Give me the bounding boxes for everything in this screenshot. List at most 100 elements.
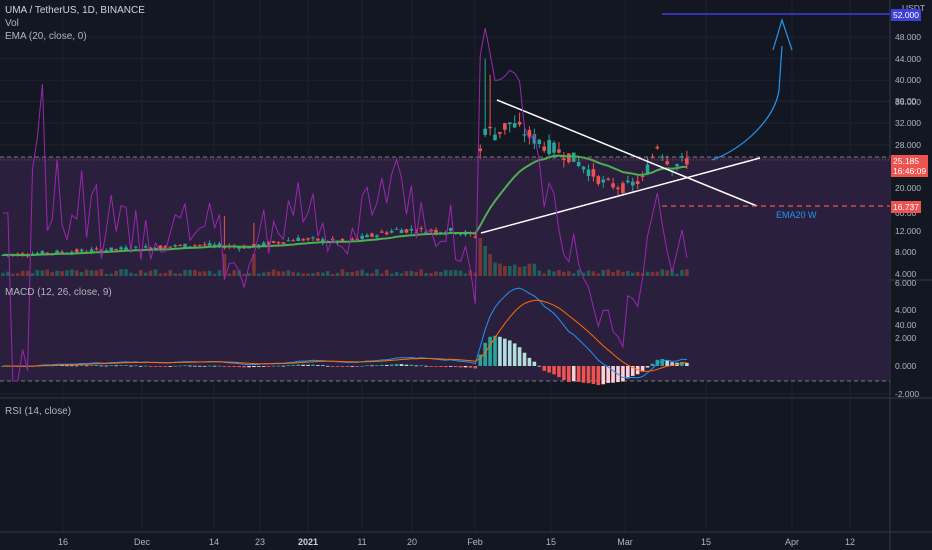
macd-histogram-bar (198, 365, 202, 367)
macd-histogram-bar (453, 366, 458, 368)
candle-body (104, 250, 109, 252)
macd-histogram-bar (621, 366, 625, 382)
macd-histogram-bar (601, 366, 606, 385)
rsi-tick-label: 40.00 (895, 320, 917, 330)
macd-histogram-bar (483, 342, 487, 366)
volume-bar (365, 272, 369, 276)
volume-bar (621, 271, 625, 276)
macd-line (3, 287, 687, 379)
volume-bar (350, 271, 355, 276)
ema20-weekly-note[interactable]: EMA20 W (776, 210, 817, 220)
candle-body (503, 123, 507, 130)
candle-body (350, 238, 355, 240)
candle-body (321, 239, 325, 243)
macd-histogram-bar (178, 365, 182, 367)
macd-label[interactable]: MACD (12, 26, close, 9) (5, 287, 112, 298)
macd-histogram-bar (419, 365, 423, 367)
candle-body (532, 134, 537, 144)
macd-histogram-bar (670, 362, 674, 366)
macd-histogram-bar (384, 364, 389, 366)
candle-body (202, 244, 207, 246)
macd-histogram-bar (488, 336, 492, 366)
volume-bar (606, 269, 610, 276)
volume-bar (419, 269, 423, 276)
volume-bar (655, 271, 660, 276)
volume-bar (227, 273, 232, 276)
macd-histogram-bar (70, 365, 74, 367)
volume-bar (345, 272, 350, 276)
volume-bar (30, 273, 35, 276)
volume-bar (355, 270, 360, 276)
macd-histogram-bar (84, 365, 89, 367)
macd-histogram-bar (124, 365, 128, 366)
macd-histogram-bar (168, 366, 173, 367)
volume-bar (562, 271, 566, 276)
macd-histogram-bar (444, 366, 448, 368)
macd-histogram-bar (114, 365, 118, 367)
rsi-pane (3, 28, 688, 382)
macd-histogram-bar (404, 364, 409, 366)
volume-bar (178, 273, 182, 276)
candle-body (537, 139, 542, 144)
currency-label: USDT (902, 3, 926, 13)
projection-arrowhead (772, 18, 793, 51)
volume-bar (45, 269, 50, 276)
volume-bar (316, 272, 320, 276)
ema-label[interactable]: EMA (20, close, 0) (5, 31, 87, 42)
candle-body (311, 237, 315, 239)
macd-histogram-bar (311, 364, 315, 366)
volume-bar (498, 263, 502, 276)
candle-body (507, 122, 512, 125)
volume-bar (6, 271, 10, 276)
macd-histogram-bar (94, 364, 99, 366)
drawings[interactable] (0, 13, 890, 234)
volume-bar (60, 271, 64, 276)
volume-bar (650, 271, 655, 276)
macd-histogram-bar (232, 366, 237, 367)
macd-histogram-bar (429, 366, 433, 367)
volume-bar (532, 263, 537, 276)
volume-bar (1, 272, 5, 276)
candle-body (340, 239, 345, 241)
candle-body (99, 249, 104, 253)
volume-bar (537, 270, 542, 276)
candle-body (478, 148, 483, 152)
volume-bar (183, 269, 187, 276)
volume-bar (281, 271, 286, 276)
macd-histogram-bar (321, 365, 325, 367)
volume-bar (626, 270, 630, 276)
macd-histogram-bar (325, 365, 330, 367)
candle-body (143, 246, 148, 248)
projection-path (711, 45, 783, 161)
rsi-label[interactable]: RSI (14, close) (5, 406, 72, 417)
macd-histogram-bar (281, 365, 286, 367)
time-tick-label: 12 (844, 537, 856, 547)
volume-bar (380, 273, 384, 276)
volume-bar (542, 273, 546, 276)
candle-body (153, 247, 158, 250)
macd-histogram-bar (532, 361, 537, 366)
candle-body (94, 248, 99, 250)
macd-histogram-bar (261, 366, 266, 367)
macd-histogram-bar (276, 365, 281, 367)
macd-legend[interactable]: MACD (12, 26, close, 9) (5, 286, 112, 299)
macd-histogram-bar (271, 365, 276, 367)
symbol-title[interactable]: UMA / TetherUS, 1D, BINANCE (5, 5, 145, 16)
rsi-legend[interactable]: RSI (14, close) (5, 405, 71, 418)
volume-bar (571, 273, 576, 276)
price-tick-label: 36.000 (895, 96, 921, 107)
volume-bar (266, 271, 271, 276)
price-tick-label: 44.000 (895, 53, 921, 64)
macd-histogram-bar (630, 366, 635, 376)
level-price-badge: 16.737 (891, 201, 921, 213)
price-tick-label: 48.000 (895, 32, 921, 43)
volume-bar (439, 271, 443, 276)
price-tick-label: 40.000 (895, 75, 921, 86)
vol-label[interactable]: Vol (5, 18, 19, 29)
macd-histogram-bar (507, 340, 512, 366)
price-tick-label: 32.000 (895, 118, 921, 129)
symbol-legend[interactable]: UMA / TetherUS, 1D, BINANCE Vol EMA (20,… (5, 4, 145, 43)
macd-histogram-bar (360, 365, 364, 367)
macd-tick-label: 4.000 (895, 305, 917, 316)
